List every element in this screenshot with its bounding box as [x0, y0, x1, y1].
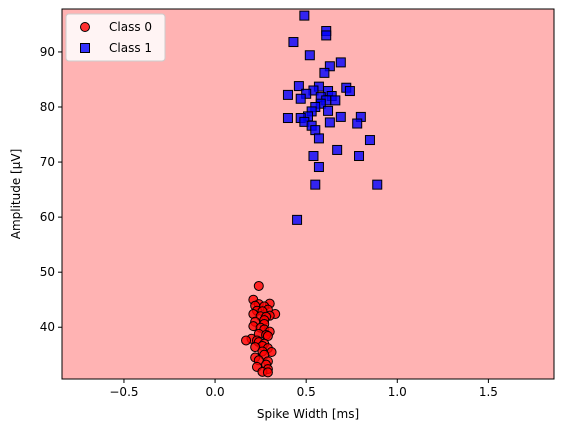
y-tick-label: 50 — [40, 265, 55, 279]
legend-label-class-0: Class 0 — [109, 20, 152, 34]
class-0-series — [241, 280, 281, 378]
x-tick-label: 1.5 — [479, 385, 498, 399]
class-1-point — [335, 111, 346, 122]
legend-marker-class-1 — [80, 43, 90, 53]
class-1-point — [323, 105, 334, 116]
class-1-series — [282, 10, 383, 225]
class-1-point — [313, 162, 324, 173]
class-1-point — [324, 61, 335, 72]
class-1-point — [292, 214, 303, 225]
class-1-point — [324, 117, 335, 128]
class-1-point — [332, 144, 343, 155]
class-1-point — [319, 67, 330, 78]
y-tick-label: 40 — [40, 320, 55, 334]
x-tick-label: −0.5 — [109, 385, 138, 399]
class-0-point — [241, 335, 252, 346]
class-1-point — [352, 118, 363, 129]
class-1-point — [354, 151, 365, 162]
class-1-point — [299, 10, 310, 21]
class-1-point — [295, 93, 306, 104]
y-axis: 40 50 60 70 80 90 — [40, 45, 62, 334]
y-tick-label: 90 — [40, 45, 55, 59]
legend-marker-class-0 — [80, 22, 90, 32]
y-tick-label: 70 — [40, 155, 55, 169]
class-1-point — [293, 81, 304, 92]
class-1-point — [282, 89, 293, 100]
legend-label-class-1: Class 1 — [109, 41, 152, 55]
class-1-point — [310, 179, 321, 190]
class-1-point — [282, 113, 293, 124]
decision-region — [62, 9, 554, 379]
y-tick-label: 60 — [40, 210, 55, 224]
class-1-point — [288, 37, 299, 48]
class-1-point — [321, 30, 332, 41]
class-0-point — [250, 342, 261, 353]
class-1-point — [335, 57, 346, 68]
class-0-point — [253, 280, 264, 291]
x-tick-label: 1.0 — [388, 385, 407, 399]
x-axis: −0.5 0.0 0.5 1.0 1.5 — [109, 379, 498, 399]
class-1-point — [372, 179, 383, 190]
class-1-point — [344, 86, 355, 97]
class-1-point — [308, 151, 319, 162]
legend: Class 0 Class 1 — [65, 13, 166, 62]
class-1-point — [364, 135, 375, 146]
class-1-point — [313, 133, 324, 144]
class-1-point — [304, 50, 315, 61]
legend-box — [65, 13, 166, 62]
plot-frame — [61, 8, 555, 380]
class-0-point — [262, 367, 273, 378]
x-axis-label: Spike Width [ms] — [257, 407, 359, 421]
class-1-point — [330, 95, 341, 106]
x-tick-label: 0.5 — [297, 385, 316, 399]
y-tick-label: 80 — [40, 100, 55, 114]
y-axis-label: Amplitude [μV] — [9, 149, 23, 240]
class-1-point — [310, 125, 321, 136]
x-tick-label: 0.0 — [206, 385, 225, 399]
